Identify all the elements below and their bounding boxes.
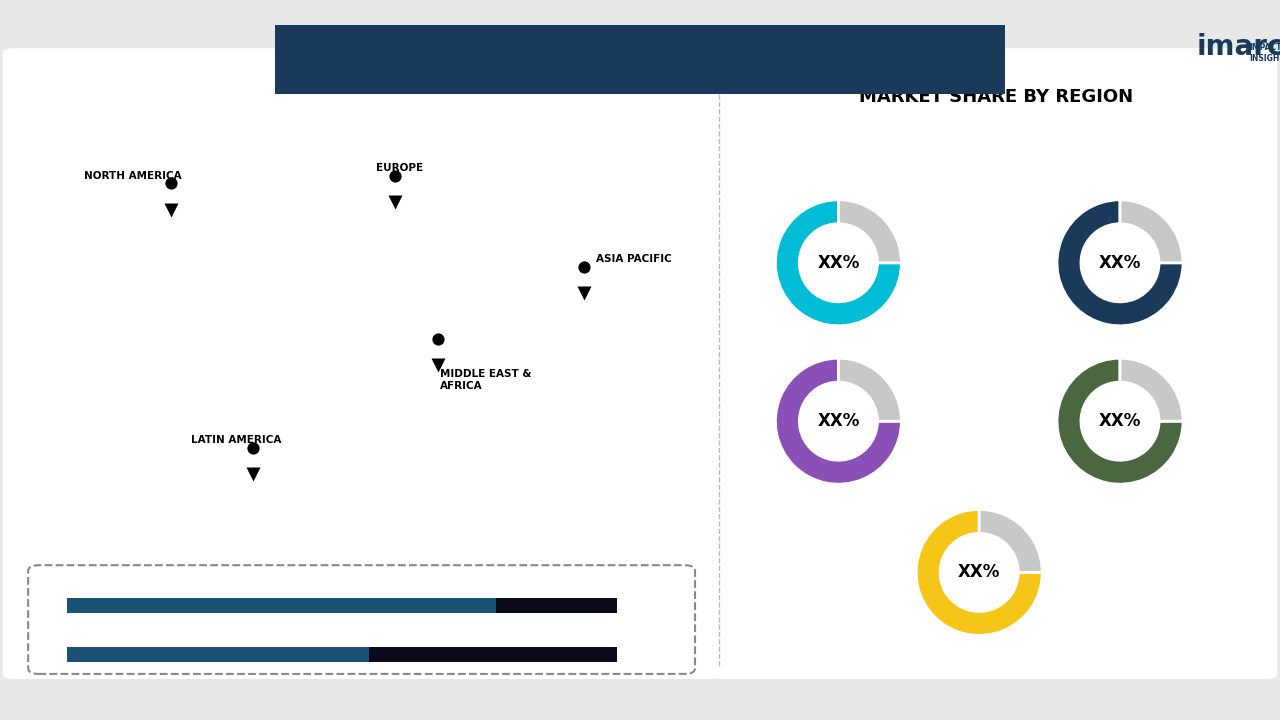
Text: LARGEST REGION: LARGEST REGION	[67, 578, 196, 591]
Text: FASTEST GROWING REGION: FASTEST GROWING REGION	[67, 629, 271, 642]
Wedge shape	[776, 358, 901, 484]
Wedge shape	[776, 200, 901, 325]
Wedge shape	[1057, 200, 1183, 325]
Text: XX%: XX%	[1098, 412, 1142, 430]
Text: NORTH AMERICA: NORTH AMERICA	[83, 171, 182, 181]
Text: XX: XX	[588, 578, 608, 591]
Text: IMPACTFUL: IMPACTFUL	[1249, 43, 1280, 53]
Bar	[67, 647, 370, 662]
Wedge shape	[1057, 358, 1183, 484]
Text: EUROPE: EUROPE	[376, 163, 422, 174]
Text: XX%: XX%	[817, 412, 860, 430]
Bar	[67, 598, 495, 613]
Text: XX%: XX%	[957, 563, 1001, 582]
Bar	[370, 647, 617, 662]
Text: MIDDLE EAST &
AFRICA: MIDDLE EAST & AFRICA	[440, 369, 531, 391]
Text: imarc: imarc	[1197, 33, 1280, 60]
Wedge shape	[838, 200, 901, 263]
Text: ASIA PACIFIC: ASIA PACIFIC	[596, 254, 672, 264]
Text: INSIGHTS: INSIGHTS	[1249, 54, 1280, 63]
Bar	[495, 598, 617, 613]
Wedge shape	[838, 358, 901, 421]
Wedge shape	[979, 510, 1042, 572]
Text: LATIN AMERICA: LATIN AMERICA	[191, 435, 282, 445]
Text: XX%: XX%	[1098, 254, 1142, 271]
Text: XX: XX	[588, 629, 608, 642]
Wedge shape	[1120, 200, 1183, 263]
Text: MARKET SHARE BY REGION: MARKET SHARE BY REGION	[859, 89, 1133, 107]
Text: XX%: XX%	[817, 254, 860, 271]
Wedge shape	[1120, 358, 1183, 421]
Text: REGIONAL ANALYSIS: REGIONAL ANALYSIS	[465, 45, 815, 73]
Wedge shape	[916, 510, 1042, 635]
